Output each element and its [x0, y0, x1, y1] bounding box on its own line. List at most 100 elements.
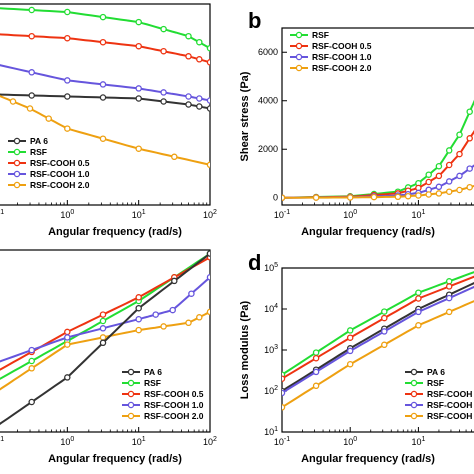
data-point	[206, 308, 210, 316]
data-point	[135, 315, 142, 323]
data-point	[28, 398, 35, 406]
legend-marker	[13, 148, 21, 156]
data-point	[206, 161, 210, 169]
legend-marker	[410, 390, 418, 398]
x-tick-label: 102	[203, 209, 217, 220]
data-point	[171, 277, 178, 285]
panel-d: 10-1 100 101 101 102 103 104 105 Angular frequen…	[239, 262, 474, 465]
x-tick-label: 10-1	[274, 436, 290, 447]
data-point	[206, 59, 210, 66]
x-tick-label: 101	[411, 436, 425, 447]
data-point	[185, 101, 192, 108]
y-axis-label: Shear stress (Pa)	[239, 71, 251, 161]
data-point	[99, 317, 107, 325]
x-tick-label: 102	[203, 436, 217, 447]
legend-marker	[127, 379, 135, 387]
data-point	[456, 150, 463, 158]
x-tick-label: 100	[343, 436, 357, 447]
data-point	[160, 47, 167, 55]
data-point	[160, 25, 167, 33]
data-point	[188, 290, 195, 297]
data-point	[99, 38, 107, 46]
data-point	[456, 186, 463, 194]
data-point	[282, 389, 286, 397]
data-point	[99, 311, 107, 318]
series-line-rsf	[282, 99, 474, 199]
data-point	[169, 306, 176, 314]
legend-marker	[410, 379, 418, 387]
legend-marker	[295, 31, 303, 39]
data-point	[28, 365, 35, 372]
panel-c: 10-1 100 101 102 Angular frequency (rad/s) PA…	[0, 249, 217, 465]
data-point	[135, 145, 142, 152]
y-tick-label: 4000	[258, 96, 278, 106]
data-point	[312, 349, 320, 356]
data-point	[135, 18, 142, 26]
data-point	[99, 325, 107, 332]
x-tick-label: 101	[411, 209, 425, 220]
legend-label: PA 6	[427, 367, 445, 377]
x-tick-label: 100	[60, 436, 74, 447]
data-point	[456, 172, 463, 180]
data-point	[64, 328, 71, 336]
data-point	[185, 319, 192, 327]
x-axis-label: Angular frequency (rad/s)	[301, 453, 435, 465]
data-point	[9, 98, 17, 105]
x-axis-label: Angular frequency (rad/s)	[301, 226, 435, 238]
legend-marker	[410, 401, 418, 409]
data-point	[381, 308, 388, 315]
data-point	[206, 250, 210, 257]
data-point	[445, 147, 453, 154]
y-tick-label: 0	[273, 193, 278, 203]
data-point	[346, 334, 354, 341]
data-point	[135, 95, 142, 102]
data-point	[435, 183, 443, 191]
data-point	[206, 97, 210, 104]
legend-label: RSF-COOH 1.0	[427, 400, 474, 410]
data-point	[381, 341, 388, 349]
legend-label: RSF-COOH 0.5	[144, 389, 204, 399]
data-point	[466, 135, 473, 142]
legend-marker	[13, 159, 21, 167]
data-point	[415, 322, 422, 329]
legend-label: RSF-COOH 1.0	[30, 169, 90, 179]
y-tick-label: 101	[264, 426, 278, 437]
data-point	[64, 341, 71, 348]
legend-marker	[13, 181, 21, 189]
legend-label: RSF-COOH 0.5	[30, 158, 90, 168]
data-point	[312, 382, 320, 390]
data-point	[435, 172, 443, 180]
data-point	[415, 289, 422, 296]
y-tick-label: 2000	[258, 144, 278, 154]
panel-b: 10-1 100 101 0 2000 4000 6000 Angular frequency…	[239, 27, 474, 238]
x-tick-label: 100	[343, 209, 357, 220]
data-point	[404, 192, 412, 200]
legend-label: RSF-COOH 2.0	[144, 411, 204, 421]
data-point	[456, 131, 463, 138]
data-point	[99, 135, 107, 142]
legend-label: RSF	[312, 30, 329, 40]
plot-frame-b	[281, 27, 474, 206]
legend-marker	[295, 64, 303, 72]
legend-marker	[127, 412, 135, 420]
data-point	[26, 105, 34, 112]
data-point	[99, 94, 107, 101]
data-point	[28, 346, 35, 354]
data-point	[64, 8, 71, 16]
data-point	[171, 153, 178, 161]
data-point	[64, 34, 71, 42]
series-line-rsf-cooh-0-5	[282, 129, 474, 199]
data-point	[425, 191, 432, 198]
data-point	[135, 42, 142, 50]
data-point	[206, 44, 210, 52]
y-tick-label: 103	[264, 344, 278, 355]
x-tick-label: 100	[60, 209, 74, 220]
legend-marker	[410, 368, 418, 376]
legend-marker	[410, 412, 418, 420]
legend-marker	[127, 401, 135, 409]
panel-a: 10-1 100 101 102 Angular frequency (rad/s) PA…	[0, 3, 217, 238]
y-tick-label: 6000	[258, 47, 278, 57]
y-tick-label: 102	[264, 385, 278, 396]
